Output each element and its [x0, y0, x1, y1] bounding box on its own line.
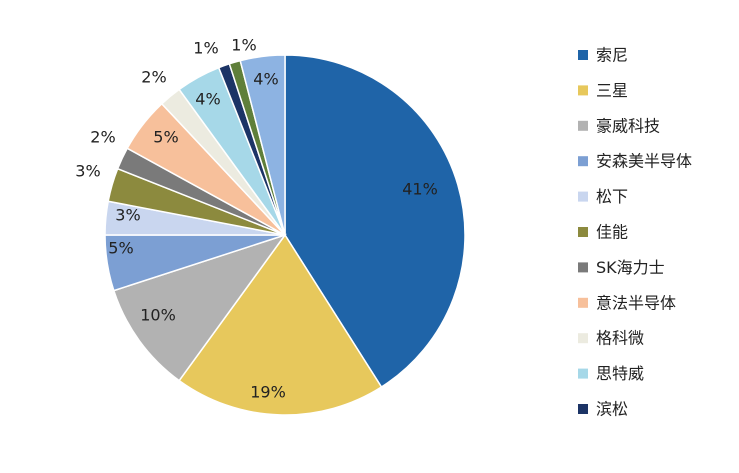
pie-slices: [104, 54, 466, 416]
legend-label: 安森美半导体: [596, 152, 692, 171]
pie-slice: [112, 233, 287, 382]
slice-label: 4%: [253, 70, 278, 89]
legend-label: 意法半导体: [596, 293, 676, 312]
legend-swatch: [578, 120, 588, 131]
legend-swatch: [578, 404, 588, 414]
legend-label: 三星: [596, 81, 628, 100]
slice-label: 1%: [231, 36, 256, 55]
pie-slice: [178, 233, 383, 416]
slice-label: 4%: [195, 90, 220, 109]
legend-swatch: [578, 333, 588, 344]
slice-label: 1%: [193, 39, 218, 58]
pie-slice: [284, 54, 466, 389]
slice-label: 3%: [75, 162, 100, 181]
pie-slice: [239, 54, 286, 236]
legend-swatch: [578, 227, 588, 237]
slice-label: 2%: [141, 68, 166, 87]
legend-label: 格科微: [596, 329, 644, 348]
legend-label: 思特威: [596, 364, 644, 383]
slice-label: 3%: [115, 206, 140, 225]
legend-label: 滨松: [596, 400, 628, 419]
slice-label: 10%: [140, 306, 176, 325]
legend-label: 索尼: [596, 46, 628, 65]
legend-swatch: [578, 85, 588, 96]
pie-slice-labels: 41% 19% 10% 5% 3% 3% 2% 5% 2% 4% 1% 1% 4%: [75, 36, 437, 402]
slice-label: 2%: [90, 128, 115, 147]
slice-label: 5%: [153, 128, 178, 147]
legend-swatch: [578, 297, 588, 308]
legend-swatch: [578, 368, 588, 379]
legend-label: 佳能: [596, 223, 628, 242]
legend-swatch: [578, 191, 588, 202]
legend-swatch: [578, 50, 588, 60]
legend-label: 松下: [596, 187, 628, 206]
slice-label: 5%: [108, 239, 133, 258]
legend-label: 豪威科技: [596, 116, 660, 135]
legend-label: SK海力士: [596, 258, 665, 277]
legend-swatch: [578, 156, 588, 167]
legend-swatch: [578, 262, 588, 273]
slice-label: 41%: [402, 180, 438, 199]
slice-label: 19%: [250, 383, 286, 402]
